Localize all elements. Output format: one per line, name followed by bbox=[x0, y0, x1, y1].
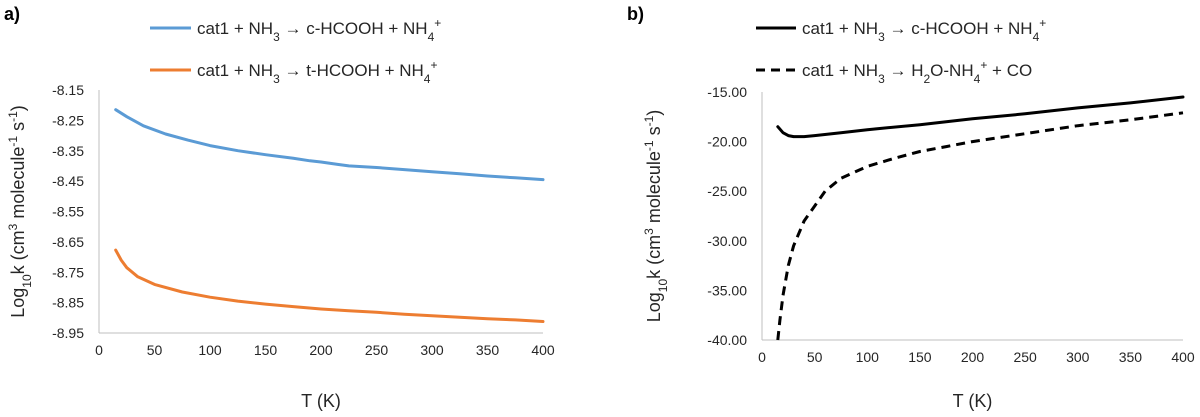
x-axis-title: T (K) bbox=[953, 391, 993, 411]
x-tick-label: 250 bbox=[1013, 349, 1037, 365]
y-tick-label: -8.95 bbox=[52, 325, 84, 341]
series-line-2 bbox=[114, 248, 545, 323]
y-tick-label: -35.00 bbox=[707, 282, 747, 298]
y-tick-label: -8.85 bbox=[52, 295, 84, 311]
x-tick-label: 200 bbox=[961, 349, 985, 365]
y-tick-label: -8.35 bbox=[52, 143, 84, 159]
y-tick-label: -8.45 bbox=[52, 173, 84, 189]
x-tick-label: 300 bbox=[420, 342, 444, 358]
x-axis-title: T (K) bbox=[301, 391, 341, 411]
panel-b-chart: b) 0 50 100 150 200 250 300 350 400 -15.00 -20.00 -2… bbox=[627, 4, 1195, 411]
legend-label-1: cat1 + NH3 → c-HCOOH + NH4+ bbox=[802, 16, 1046, 44]
x-tick-label: 200 bbox=[309, 342, 333, 358]
x-tick-label: 400 bbox=[1171, 349, 1195, 365]
x-tick-label: 400 bbox=[531, 342, 555, 358]
x-tick-label: 300 bbox=[1066, 349, 1090, 365]
x-tick-label: 250 bbox=[365, 342, 389, 358]
y-tick-label: -25.00 bbox=[707, 183, 747, 199]
y-tick-label: -8.65 bbox=[52, 234, 84, 250]
y-tick-label: -8.25 bbox=[52, 112, 84, 128]
x-tick-label: 50 bbox=[807, 349, 823, 365]
y-tick-label: -8.55 bbox=[52, 204, 84, 220]
x-tick-label: 100 bbox=[856, 349, 880, 365]
x-tick-label: 0 bbox=[95, 342, 103, 358]
panel-label: a) bbox=[4, 4, 20, 24]
legend-label-2: cat1 + NH3 → H2O-NH4+ + CO bbox=[802, 58, 1032, 86]
x-tick-label: 350 bbox=[476, 342, 500, 358]
series-line-2 bbox=[776, 111, 1184, 341]
x-tick-label: 150 bbox=[908, 349, 932, 365]
y-axis-title: Log10k (cm3 molecule-1 s-1) bbox=[642, 110, 670, 323]
series-line-1 bbox=[776, 95, 1185, 139]
series-line-1 bbox=[114, 108, 545, 182]
y-tick-label: -30.00 bbox=[707, 233, 747, 249]
y-tick-label: -15.00 bbox=[707, 84, 747, 100]
y-tick-label: -8.75 bbox=[52, 264, 84, 280]
legend-label-2: cat1 + NH3 → t-HCOOH + NH4+ bbox=[197, 58, 438, 86]
x-tick-label: 0 bbox=[758, 349, 766, 365]
y-tick-label: -8.15 bbox=[52, 82, 84, 98]
x-tick-label: 150 bbox=[254, 342, 278, 358]
x-tick-label: 100 bbox=[198, 342, 222, 358]
y-tick-label: -40.00 bbox=[707, 332, 747, 348]
x-tick-label: 50 bbox=[147, 342, 163, 358]
y-tick-label: -20.00 bbox=[707, 134, 747, 150]
legend-label-1: cat1 + NH3 → c-HCOOH + NH4+ bbox=[197, 16, 441, 44]
panel-a-chart: a) 0 50 100 150 200 250 300 350 400 -8.15 -8.25 -8.3… bbox=[4, 4, 555, 411]
y-axis-title: Log10k (cm3 molecule-1 s-1) bbox=[6, 105, 34, 318]
panel-label: b) bbox=[627, 4, 644, 24]
x-tick-label: 350 bbox=[1119, 349, 1143, 365]
